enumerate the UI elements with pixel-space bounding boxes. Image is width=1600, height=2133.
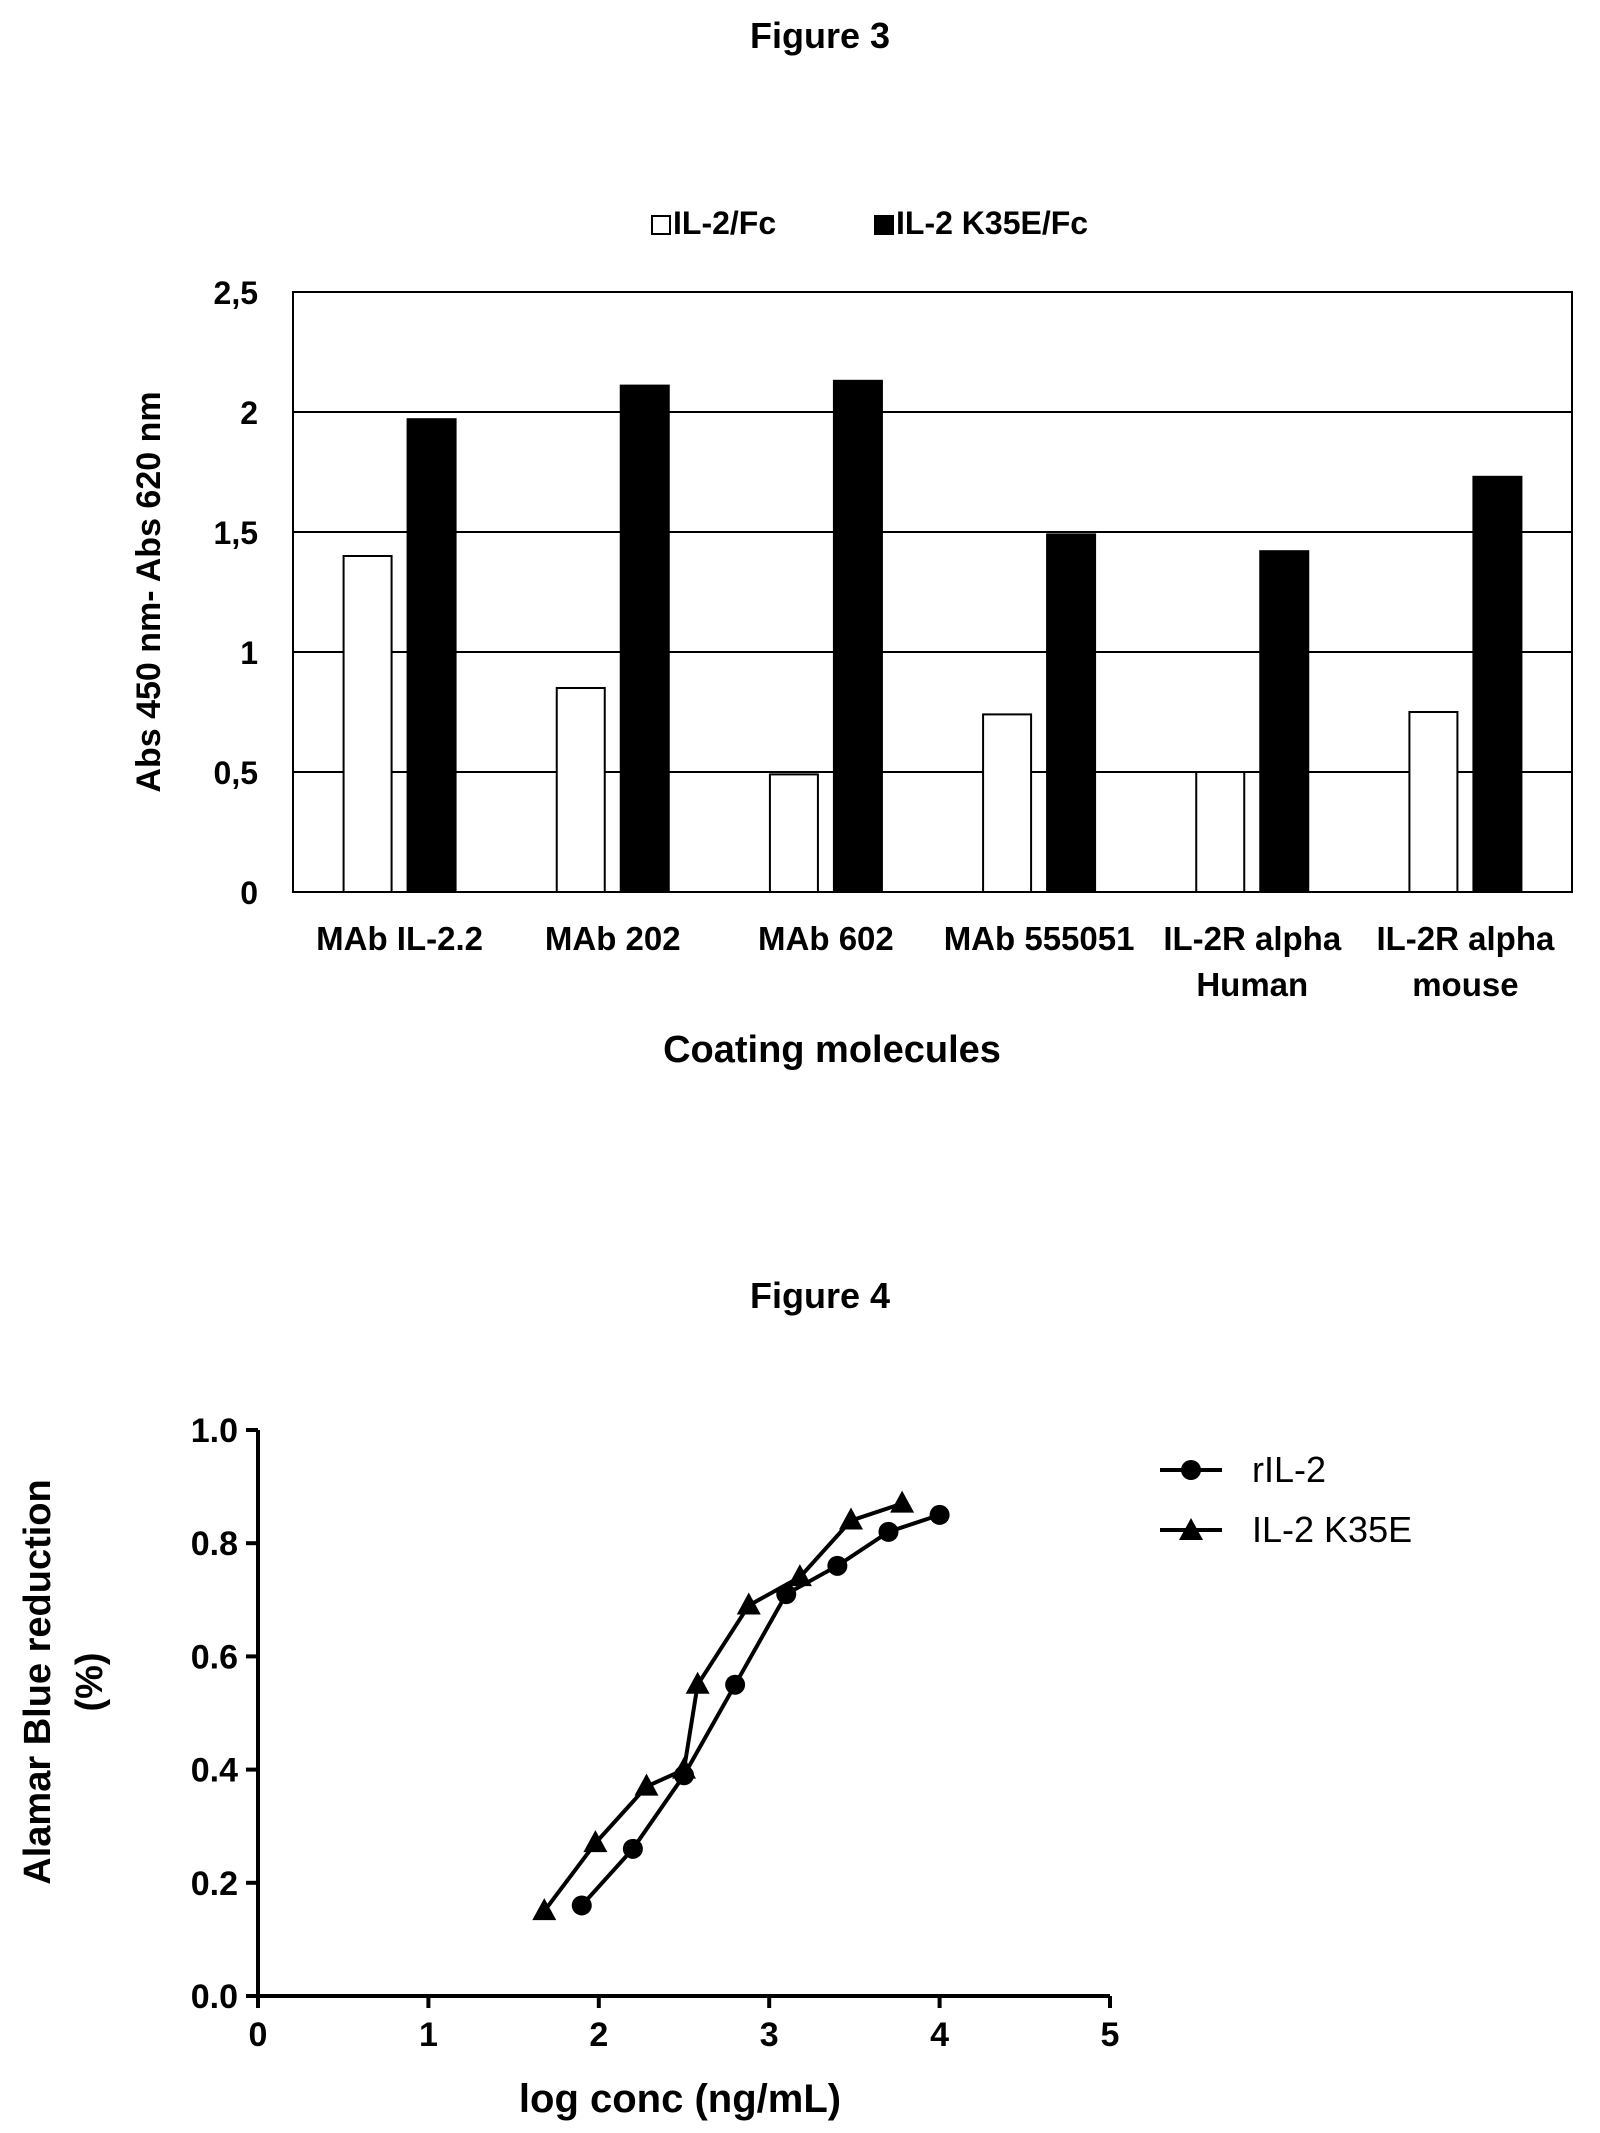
series-line-ril2 — [580, 1513, 941, 1907]
data-point-ril2 — [571, 1895, 592, 1916]
figure-4-title: Figure 4 — [750, 1275, 890, 1316]
bar-x-tick-label: MAb 202 — [545, 920, 681, 957]
bar-il2-k35e-fc — [406, 418, 457, 893]
bar-il2-fc — [555, 687, 606, 893]
data-point-il2-k35e — [685, 1671, 710, 1694]
bar-il2-k35e-fc — [832, 379, 883, 893]
bar-x-tick-label: mouse — [1412, 966, 1518, 1003]
line-chart-y-axis-label-line1: Alamar Blue reduction — [17, 1479, 59, 1884]
bar-y-tick-label: 1,5 — [214, 515, 258, 551]
line-chart-axes: 0.0 0.2 0.4 0.6 0.8 1.0 0 1 2 3 4 5 — [191, 1412, 1120, 2054]
legend-label-il2-k35e: IL-2 K35E — [1252, 1509, 1412, 1550]
data-point-il2-k35e — [634, 1773, 659, 1796]
line-y-tick-label: 0.6 — [191, 1638, 238, 1676]
line-y-tick-label: 0.8 — [191, 1525, 238, 1563]
data-point-il2-k35e — [583, 1830, 608, 1853]
legend-label-il2-fc: IL-2/Fc — [673, 205, 776, 241]
bar-x-tick-label: MAb 555051 — [944, 920, 1135, 957]
bar-il2-k35e-fc — [1472, 475, 1523, 893]
data-point-ril2 — [725, 1674, 746, 1695]
bar-il2-fc — [768, 773, 819, 894]
line-y-tick-label: 0.2 — [191, 1865, 238, 1903]
legend-marker-triangle-icon — [1179, 1518, 1203, 1540]
bar-il2-k35e-fc — [1046, 533, 1097, 894]
figure-3-title: Figure 3 — [750, 15, 890, 56]
line-x-tick-label: 5 — [1101, 2016, 1120, 2054]
line-x-tick-label: 4 — [930, 2016, 949, 2054]
bar-il2-k35e-fc — [1259, 550, 1310, 893]
legend-swatch-il2-k35e-fc — [874, 215, 894, 235]
data-point-ril2 — [929, 1504, 950, 1525]
legend-label-il2-k35e-fc: IL-2 K35E/Fc — [896, 205, 1088, 241]
bar-il2-fc — [1195, 771, 1246, 893]
bar-x-tick-label: IL-2R alpha — [1163, 920, 1342, 957]
data-point-il2-k35e — [787, 1564, 812, 1587]
data-point-ril2 — [878, 1521, 899, 1542]
line-chart-series — [532, 1490, 950, 1921]
bar-chart-gridlines — [293, 411, 1572, 773]
bar-chart-x-axis-label: Coating molecules — [663, 1029, 1001, 1071]
bar-chart-y-tick-labels: 0 0,5 1 1,5 2 2,5 — [214, 275, 258, 911]
line-chart-legend: rIL-2 IL-2 K35E — [1160, 1449, 1412, 1550]
bar-x-tick-label: MAb IL-2.2 — [316, 920, 483, 957]
data-point-il2-k35e — [736, 1592, 761, 1615]
bar-il2-k35e-fc — [619, 384, 670, 893]
bar-il2-fc — [1408, 711, 1459, 893]
bar-y-tick-label: 0,5 — [214, 755, 258, 791]
line-y-tick-label: 0.0 — [191, 1978, 238, 2016]
line-y-tick-label: 1.0 — [191, 1412, 238, 1450]
bar-chart-plot-frame — [292, 291, 1573, 893]
bar-chart-y-axis-label: Abs 450 nm- Abs 620 nm — [130, 391, 168, 792]
line-chart-x-axis-label: log conc (ng/mL) — [519, 2077, 841, 2121]
bar-il2-fc — [982, 713, 1033, 894]
bar-chart-bars — [342, 379, 1523, 894]
data-point-ril2 — [622, 1838, 643, 1859]
legend-marker-circle-icon — [1181, 1460, 1201, 1480]
line-x-tick-label: 0 — [249, 2016, 268, 2054]
bar-y-tick-label: 2 — [240, 395, 258, 431]
line-y-tick-label: 0.4 — [191, 1752, 238, 1790]
bar-chart-legend: IL-2/Fc IL-2 K35E/Fc — [651, 205, 1088, 241]
bar-chart-x-tick-labels: MAb IL-2.2 MAb 202 MAb 602 MAb 555051 IL-2R … — [316, 920, 1555, 1003]
bar-x-tick-label: IL-2R alpha — [1376, 920, 1555, 957]
line-x-tick-label: 2 — [589, 2016, 608, 2054]
data-point-ril2 — [827, 1555, 848, 1576]
line-x-tick-label: 1 — [419, 2016, 438, 2054]
bar-y-tick-label: 1 — [240, 635, 258, 671]
data-point-il2-k35e — [890, 1490, 915, 1513]
bar-il2-fc — [342, 555, 393, 893]
data-point-il2-k35e — [838, 1507, 863, 1530]
legend-label-ril2: rIL-2 — [1252, 1449, 1326, 1490]
legend-swatch-il2-fc — [651, 215, 671, 235]
data-point-il2-k35e — [532, 1898, 557, 1921]
bar-y-tick-label: 0 — [240, 875, 258, 911]
data-point-il2-k35e — [672, 1756, 696, 1779]
bar-y-tick-label: 2,5 — [214, 275, 258, 311]
bar-x-tick-label: MAb 602 — [758, 920, 894, 957]
bar-x-tick-label: Human — [1196, 966, 1308, 1003]
line-chart-y-axis-label-line2: (%) — [69, 1652, 111, 1711]
line-x-tick-label: 3 — [760, 2016, 779, 2054]
